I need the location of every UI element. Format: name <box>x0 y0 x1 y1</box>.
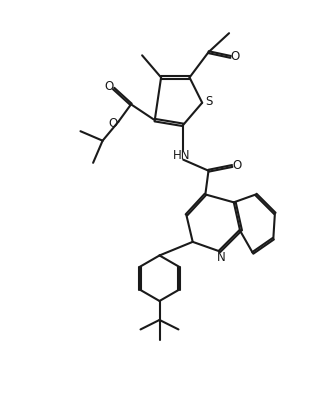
Text: O: O <box>108 117 117 130</box>
Text: O: O <box>231 51 240 63</box>
Text: N: N <box>217 251 226 263</box>
Text: O: O <box>104 81 114 93</box>
Text: O: O <box>232 159 241 172</box>
Text: S: S <box>205 95 212 108</box>
Text: HN: HN <box>173 149 190 162</box>
